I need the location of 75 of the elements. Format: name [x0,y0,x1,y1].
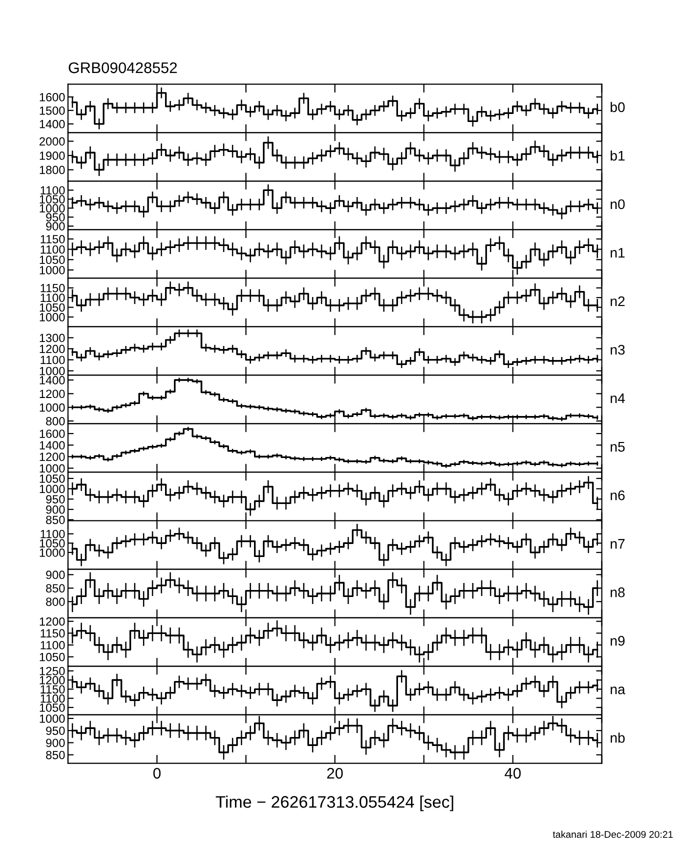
y-tick-label: 1200 [40,617,65,626]
y-tick-label: 900 [46,222,65,230]
y-tick-label: 1100 [40,530,65,538]
text: n2 [610,296,625,306]
y-tick-label: 1150 [40,629,65,638]
x-tick-label: 40 [504,768,521,779]
y-tick-label: 900 [46,570,65,580]
y-tick-label: 2000 [40,137,65,146]
y-tick-label: 850 [46,750,65,760]
y-tick-label: 1050 [40,474,65,483]
x-tick-label: 20 [327,768,343,779]
y-tick-label: 1200 [40,390,65,398]
y-tick-label: 950 [46,495,65,504]
y-tick-label: 1000 [40,548,65,557]
y-tick-label: 1200 [40,344,65,354]
chart-title: GRB090428552 [68,62,177,74]
y-tick-label: 1800 [40,166,65,174]
y-tick-label: 800 [46,598,65,606]
y-tick-label: 1300 [40,334,65,342]
y-tick-label: 900 [46,505,65,514]
y-tick-label: 850 [46,584,65,593]
text: n3 [610,344,625,355]
y-tick-label: 1250 [40,666,65,676]
y-tick-label: 1000 [40,464,65,473]
text: nb [610,732,625,743]
y-tick-label: 1050 [40,652,65,662]
y-tick-label: 1000 [40,484,65,494]
y-tick-label: 1600 [40,92,65,102]
y-tick-label: 1400 [40,376,65,384]
y-tick-label: 1100 [40,694,65,703]
text: b0 [610,102,625,112]
x-axis-title: Time − 262617313.055424 [sec] [216,796,454,812]
y-tick-label: 1000 [40,403,65,412]
text: n4 [610,394,625,404]
text: b1 [610,150,625,161]
y-tick-label: 1500 [40,106,65,115]
y-tick-label: 1200 [40,676,65,684]
y-tick-label: 1200 [40,452,65,462]
y-tick-label: 950 [46,726,65,735]
text: n8 [610,587,625,598]
y-tick-label: 1050 [40,195,65,204]
y-tick-label: 1000 [40,204,65,213]
y-tick-label: 1600 [40,430,65,438]
y-tick-label: 1000 [40,366,65,376]
text: n6 [610,490,625,500]
y-tick-label: 1150 [40,235,65,244]
y-tick-label: 1050 [40,704,65,712]
x-tick-label: 0 [153,768,161,779]
text: n0 [610,199,625,210]
y-tick-label: 1400 [40,441,65,450]
y-tick-label: 1400 [40,120,65,128]
y-tick-label: 900 [46,738,65,748]
y-tick-label: 1050 [40,539,65,548]
text: n1 [610,248,625,258]
y-tick-label: 1900 [40,152,65,160]
y-tick-label: 1000 [40,266,65,274]
y-tick-label: 1100 [40,245,65,254]
y-tick-label: 1100 [40,186,65,195]
y-tick-label: 1050 [40,256,65,264]
y-tick-label: 950 [46,213,65,222]
y-tick-label: 1050 [40,303,65,312]
text: na [610,686,626,694]
text: n7 [610,539,625,549]
y-tick-label: 1000 [40,714,65,723]
text: n9 [610,636,625,646]
text: n5 [610,442,625,452]
y-tick-label: 1150 [40,685,65,694]
y-tick-label: 800 [46,417,65,426]
y-tick-label: 1150 [40,284,65,292]
y-tick-label: 850 [46,516,65,524]
y-tick-label: 1100 [40,641,65,650]
y-tick-label: 1100 [40,294,65,302]
y-tick-label: 1100 [40,356,65,364]
text: takanari 18-Dec-2009 20:21 [552,830,673,838]
y-tick-label: 1000 [40,313,65,322]
